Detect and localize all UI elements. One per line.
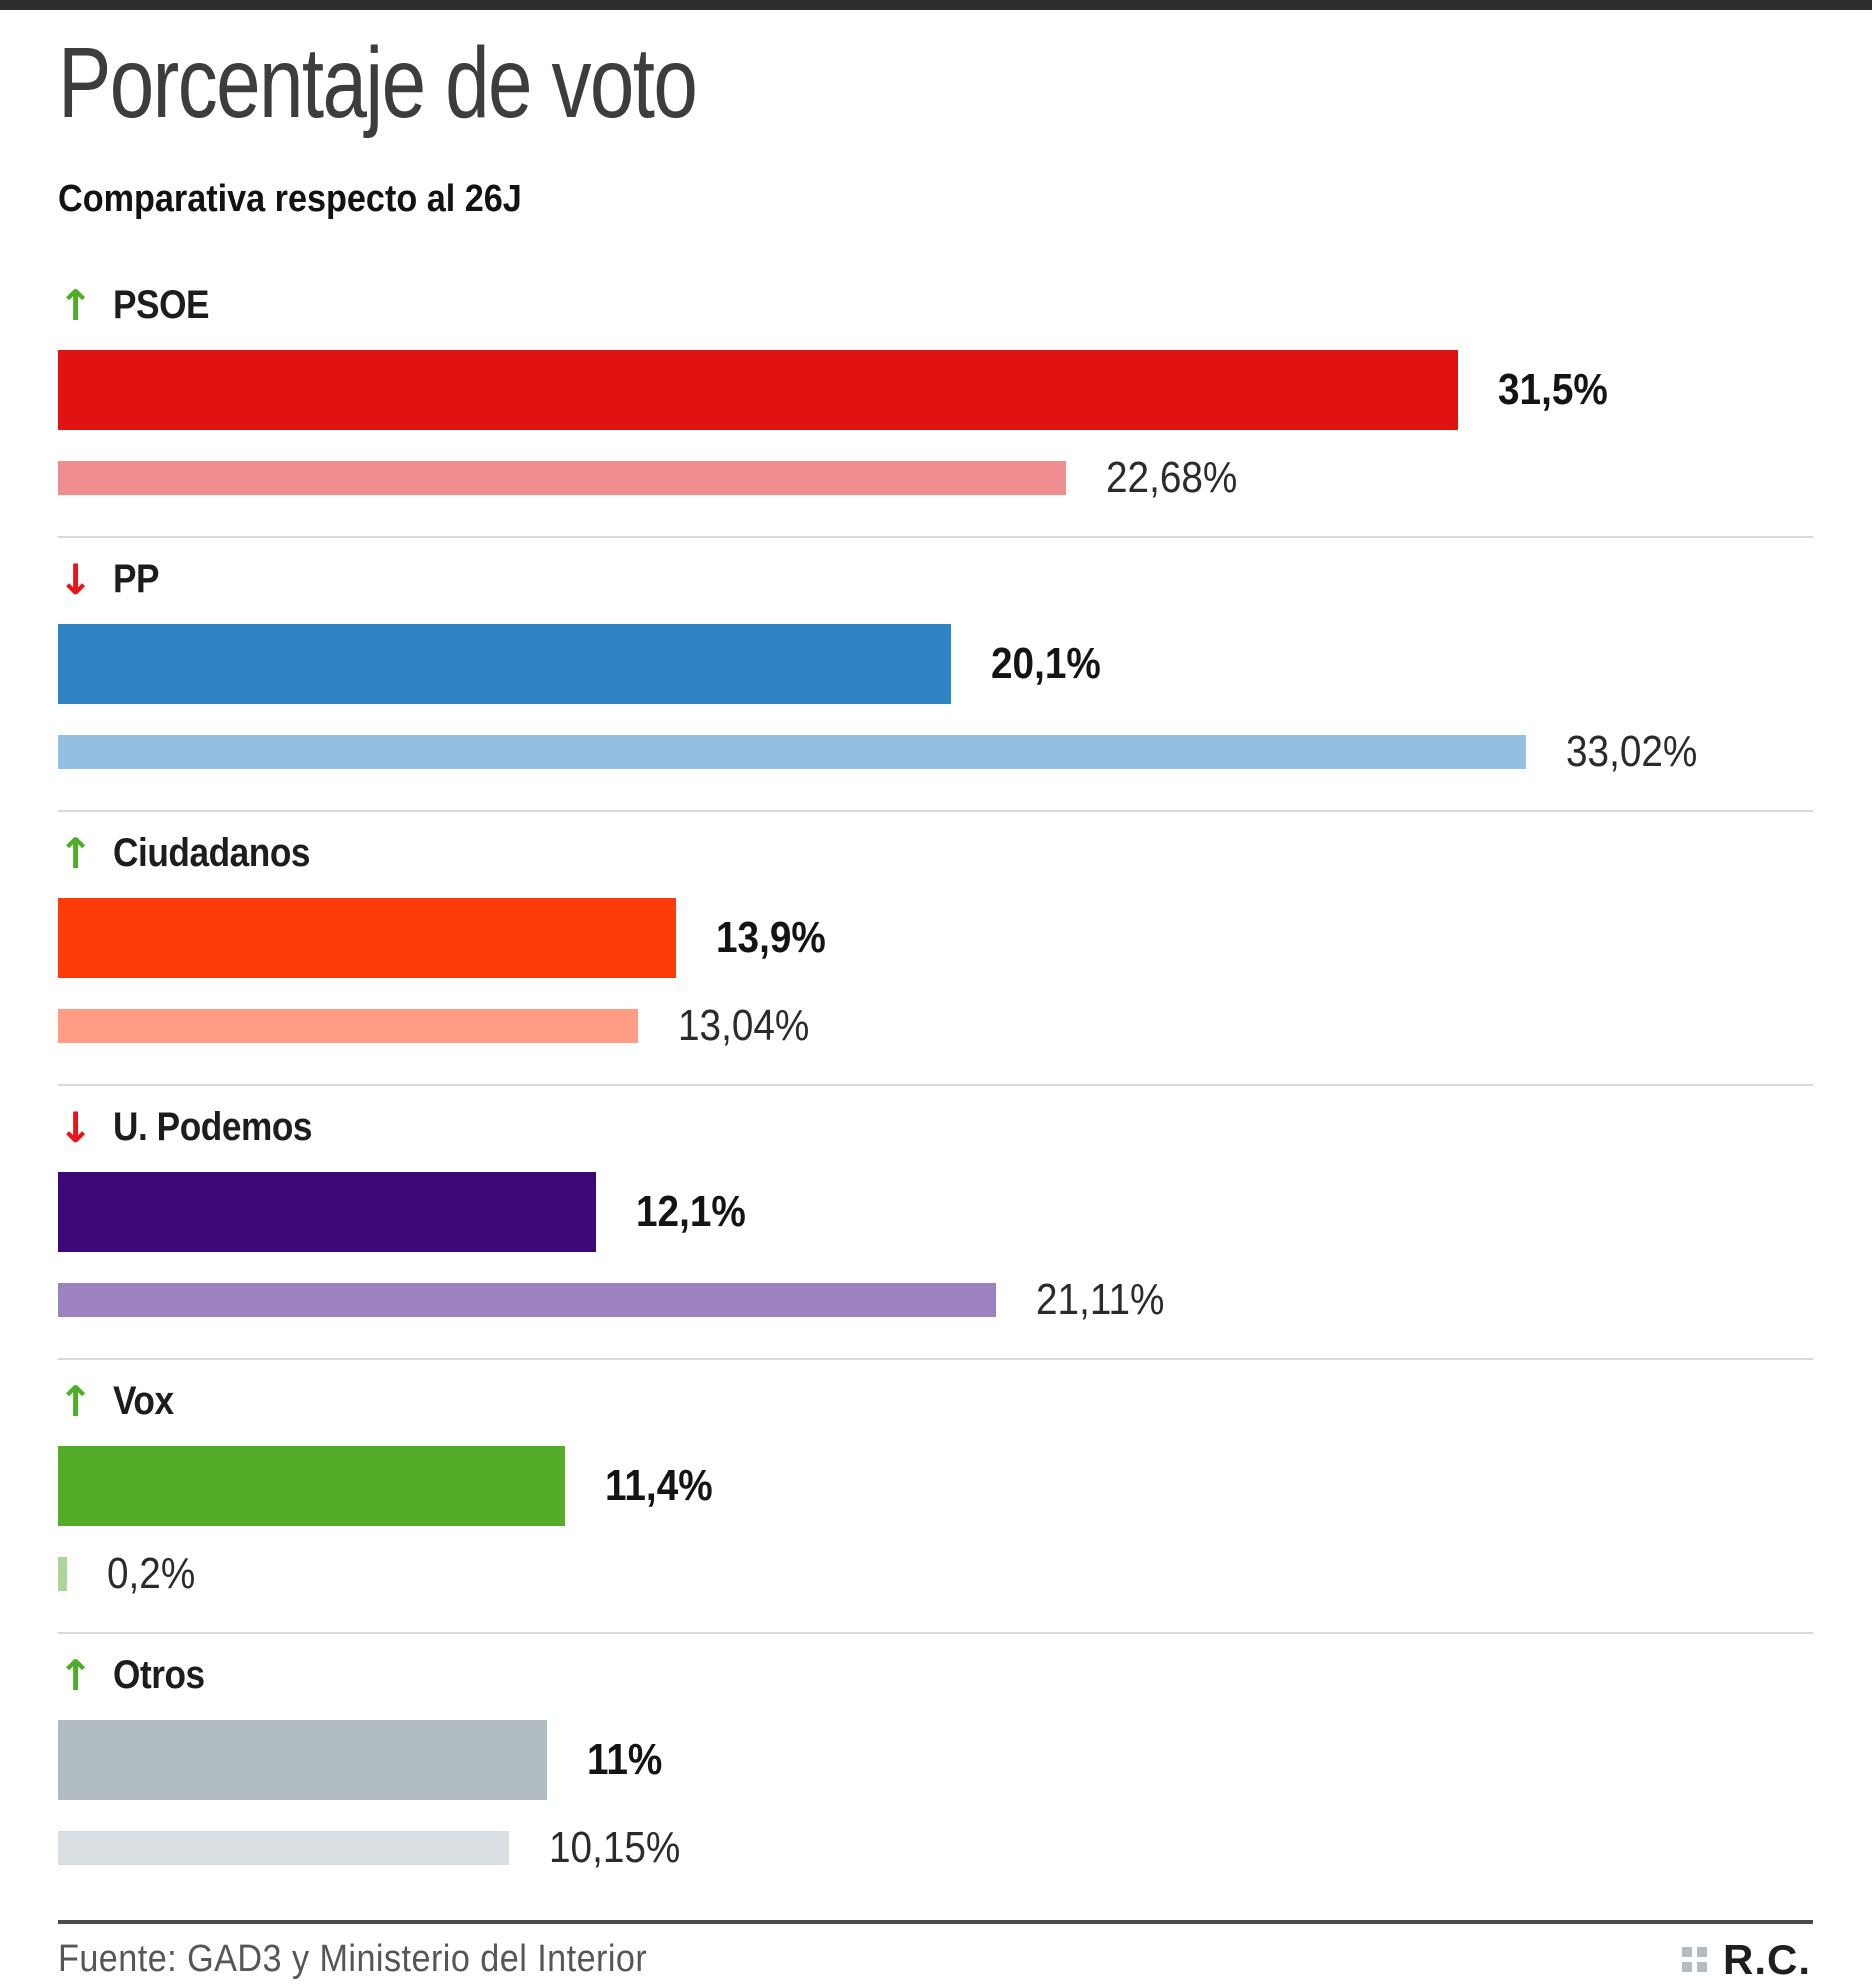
previous-value: 21,11% [1036,1274,1165,1324]
trend-up-icon: ↑ [58,280,94,330]
current-bar-row: 13,9% [58,897,1813,978]
party-section: ↑ Vox 11,4% 0,2% [58,1360,1813,1634]
previous-bar [58,1556,67,1591]
current-value: 11,4% [604,1460,713,1510]
party-section: ↓ U. Podemos 12,1% 21,11% [58,1086,1813,1360]
previous-value: 33,02% [1565,726,1698,776]
previous-bar-row: 21,11% [58,1274,1813,1324]
party-name: Vox [113,1379,174,1424]
current-value: 20,1% [991,638,1102,688]
party-section: ↑ PSOE 31,5% 22,68% [58,264,1813,538]
page-title-text: Porcentaje de voto [58,27,698,139]
previous-value: 10,15% [549,1822,681,1872]
party-name: Otros [113,1653,205,1698]
current-bar-row: 11% [58,1719,1813,1800]
previous-bar [58,1830,510,1865]
trend-up-icon: ↑ [58,1650,94,1700]
party-header: ↑ PSOE [58,280,1813,330]
trend-up-icon: ↑ [58,828,94,878]
current-value: 11% [586,1734,663,1784]
previous-bar-row: 33,02% [58,726,1813,776]
current-bar-row: 31,5% [58,349,1813,430]
bar-chart: ↑ PSOE 31,5% 22,68% ↓ PP 20,1% 33,02% ↑ Ciudadano… [58,264,1813,1920]
previous-value: 13,04% [677,1000,809,1050]
current-bar-row: 20,1% [58,623,1813,704]
current-bar [58,1445,565,1526]
rc-dots-icon [1682,1947,1707,1973]
current-value: 13,9% [715,912,826,962]
party-header: ↓ U. Podemos [58,1102,1813,1152]
chart-subtitle-text: Comparativa respecto al 26J [58,178,522,220]
current-bar [58,1171,596,1252]
previous-bar [58,460,1067,495]
party-header: ↑ Ciudadanos [58,828,1813,878]
top-accent-bar [0,0,1872,10]
credit: R.C. [1682,1936,1813,1984]
previous-value: 0,2% [106,1548,196,1598]
party-section: ↑ Ciudadanos 13,9% 13,04% [58,812,1813,1086]
party-header: ↑ Vox [58,1376,1813,1426]
party-header: ↓ PP [58,554,1813,604]
credit-text: R.C. [1723,1935,1811,1983]
current-bar-row: 12,1% [58,1171,1813,1252]
party-section: ↓ PP 20,1% 33,02% [58,538,1813,812]
previous-bar [58,734,1526,769]
party-section: ↑ Otros 11% 10,15% [58,1634,1813,1920]
trend-up-icon: ↑ [58,1376,94,1426]
current-bar [58,349,1459,430]
previous-bar-row: 0,2% [58,1548,1813,1598]
current-bar [58,897,676,978]
trend-down-icon: ↓ [58,1102,94,1152]
previous-bar [58,1282,997,1317]
party-name: U. Podemos [113,1105,313,1150]
party-header: ↑ Otros [58,1650,1813,1700]
previous-bar-row: 10,15% [58,1822,1813,1872]
current-bar-row: 11,4% [58,1445,1813,1526]
trend-down-icon: ↓ [58,554,94,604]
current-bar [58,623,952,704]
previous-bar-row: 13,04% [58,1000,1813,1050]
chart-subtitle: Comparativa respecto al 26J [58,178,1813,220]
previous-bar-row: 22,68% [58,452,1813,502]
party-name: PP [113,557,160,602]
current-bar [58,1719,547,1800]
page-title: Porcentaje de voto [58,32,1813,134]
party-name: PSOE [113,283,210,328]
current-value: 31,5% [1498,364,1608,414]
footer: Fuente: GAD3 y Ministerio del Interior R… [58,1919,1813,1984]
current-value: 12,1% [635,1186,746,1236]
previous-value: 22,68% [1106,452,1238,502]
source-text: Fuente: GAD3 y Ministerio del Interior [58,1938,713,1981]
previous-bar [58,1008,638,1043]
party-name: Ciudadanos [113,831,311,876]
source-text-inner: Fuente: GAD3 y Ministerio del Interior [58,1938,648,1981]
